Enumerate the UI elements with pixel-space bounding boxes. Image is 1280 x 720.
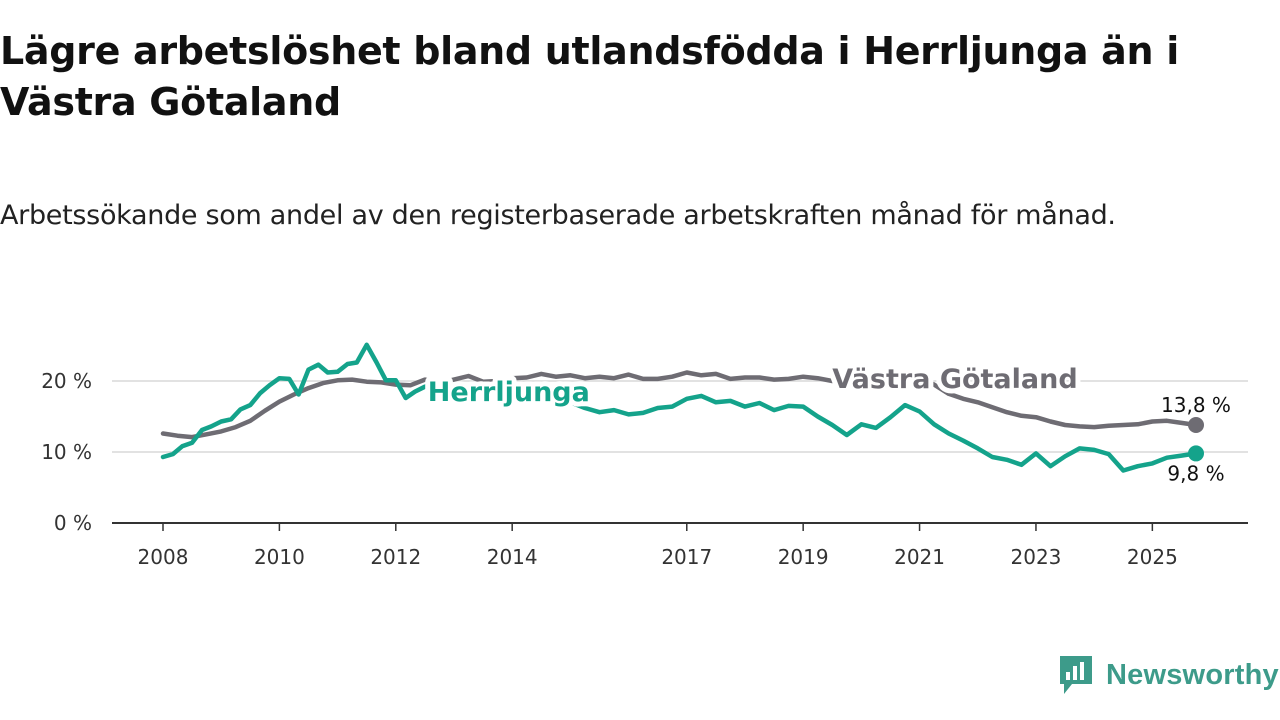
x-tick-label: 2025 <box>1127 545 1178 569</box>
series-label-halo: Västra Götaland <box>832 364 1077 395</box>
series-line-herrljunga <box>160 342 1199 473</box>
x-tick-label: 2017 <box>661 545 712 569</box>
logo-text: Newsworthy <box>1106 658 1279 691</box>
x-tick-label: 2014 <box>487 545 538 569</box>
y-tick-label: 0 % <box>54 511 92 535</box>
end-value-label: 9,8 % <box>1167 461 1224 485</box>
series-label: Västra Götaland <box>832 364 1077 395</box>
end-point-marker <box>1188 445 1204 462</box>
x-tick-label: 2008 <box>138 545 189 569</box>
chart-subtitle: Arbetssökande som andel av den registerb… <box>0 200 1116 231</box>
series-label-halo: Herrljunga <box>428 377 590 408</box>
x-tick-label: 2012 <box>370 545 421 569</box>
x-tick-label: 2010 <box>254 545 305 569</box>
series-label: Herrljunga <box>428 377 590 408</box>
y-tick-label: 10 % <box>41 440 92 464</box>
end-point-marker <box>1188 417 1204 434</box>
x-tick-label: 2021 <box>894 545 945 569</box>
x-tick-label: 2019 <box>778 545 829 569</box>
newsworthy-chart-icon <box>1060 656 1092 694</box>
end-value-label: 13,8 % <box>1161 393 1231 417</box>
x-tick-label: 2023 <box>1011 545 1062 569</box>
y-tick-label: 20 % <box>41 369 92 393</box>
chart-title: Lägre arbetslöshet bland utlandsfödda i … <box>0 29 1179 124</box>
newsworthy-logo: Newsworthy <box>1058 654 1279 696</box>
series-line-västra-götaland <box>160 370 1199 440</box>
